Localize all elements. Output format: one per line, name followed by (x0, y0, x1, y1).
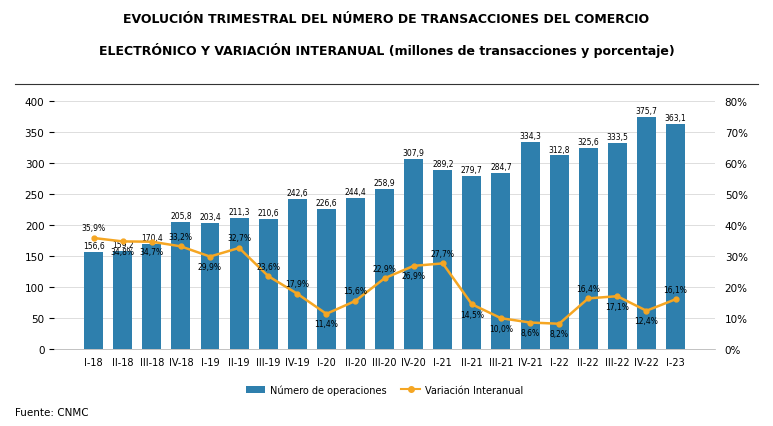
Bar (317, 209, 335, 349)
Bar (608, 143, 627, 349)
Text: 17,1%: 17,1% (605, 302, 629, 311)
Bar (259, 219, 278, 349)
Text: 242,6: 242,6 (287, 189, 308, 198)
Text: 23,6%: 23,6% (256, 262, 280, 271)
Bar (637, 117, 656, 349)
Text: 333,5: 333,5 (606, 132, 628, 141)
Text: 226,6: 226,6 (315, 199, 337, 207)
Text: 205,8: 205,8 (170, 211, 192, 220)
Bar (230, 219, 249, 349)
Text: ELECTRÓNICO Y VARIACIÓN INTERANUAL (millones de transacciones y porcentaje): ELECTRÓNICO Y VARIACIÓN INTERANUAL (mill… (99, 43, 674, 58)
Text: 16,1%: 16,1% (663, 285, 687, 294)
Text: 33,2%: 33,2% (169, 232, 193, 241)
Bar (114, 251, 132, 349)
Bar (200, 224, 220, 349)
Text: 32,7%: 32,7% (227, 234, 251, 243)
Text: 244,4: 244,4 (345, 187, 366, 196)
Text: 16,4%: 16,4% (576, 284, 601, 293)
Text: 284,7: 284,7 (490, 163, 512, 172)
Text: 35,9%: 35,9% (81, 224, 106, 233)
Text: 258,9: 258,9 (374, 178, 395, 187)
Bar (346, 199, 365, 349)
Text: 289,2: 289,2 (432, 160, 454, 169)
Bar (288, 199, 307, 349)
Text: EVOLUCIÓN TRIMESTRAL DEL NÚMERO DE TRANSACCIONES DEL COMERCIO: EVOLUCIÓN TRIMESTRAL DEL NÚMERO DE TRANS… (124, 13, 649, 26)
Legend: Número de operaciones, Variación Interanual: Número de operaciones, Variación Interan… (242, 380, 527, 399)
Text: 210,6: 210,6 (257, 208, 279, 217)
Text: 34,7%: 34,7% (140, 248, 164, 257)
Bar (172, 222, 190, 349)
Text: 375,7: 375,7 (635, 106, 657, 115)
Text: 17,9%: 17,9% (285, 279, 309, 288)
Bar (434, 171, 452, 349)
Bar (492, 173, 510, 349)
Text: 211,3: 211,3 (228, 208, 250, 217)
Bar (579, 148, 598, 349)
Text: 11,4%: 11,4% (315, 320, 339, 328)
Text: 203,4: 203,4 (199, 213, 221, 222)
Bar (550, 156, 569, 349)
Text: 307,9: 307,9 (403, 148, 424, 157)
Text: 159,2: 159,2 (112, 240, 134, 249)
Text: 22,9%: 22,9% (373, 264, 397, 273)
Text: 325,6: 325,6 (577, 137, 599, 147)
Bar (84, 253, 103, 349)
Text: 312,8: 312,8 (548, 145, 570, 154)
Text: 156,6: 156,6 (83, 242, 104, 251)
Text: 26,9%: 26,9% (402, 272, 426, 281)
Text: 34,8%: 34,8% (111, 248, 135, 256)
Bar (462, 176, 482, 349)
Text: 170,4: 170,4 (141, 233, 162, 242)
Text: 334,3: 334,3 (519, 132, 541, 141)
Text: 12,4%: 12,4% (635, 317, 659, 325)
Text: 10,0%: 10,0% (489, 324, 513, 333)
Text: 279,7: 279,7 (461, 166, 482, 175)
Text: 8,6%: 8,6% (520, 328, 540, 337)
Text: 27,7%: 27,7% (431, 249, 455, 258)
Bar (666, 125, 685, 349)
Bar (520, 143, 540, 349)
Text: 8,2%: 8,2% (550, 330, 569, 339)
Text: 363,1: 363,1 (665, 114, 686, 123)
Bar (375, 190, 394, 349)
Text: 14,5%: 14,5% (460, 310, 484, 319)
Text: 15,6%: 15,6% (343, 287, 367, 296)
Text: 29,9%: 29,9% (198, 262, 222, 271)
Text: Fuente: CNMC: Fuente: CNMC (15, 408, 89, 417)
Bar (404, 159, 423, 349)
Bar (142, 244, 162, 349)
